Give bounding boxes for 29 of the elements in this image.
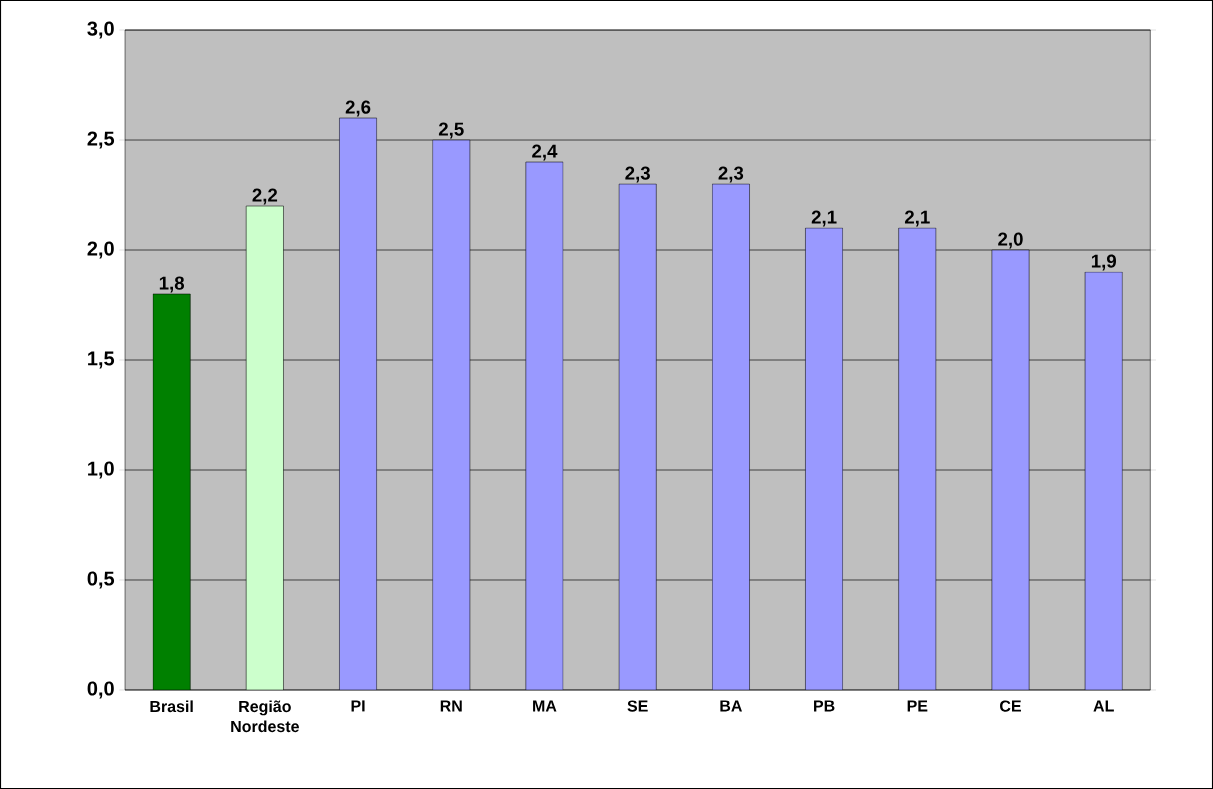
x-tick-label: RN [440, 700, 462, 712]
x-tick-label: SE [627, 700, 648, 712]
x-tick-label: BA [720, 700, 742, 712]
data-label: 2,2 [252, 188, 278, 205]
y-tick-label: 1,0 [88, 461, 114, 479]
y-tick-label: 0,5 [87, 571, 115, 589]
data-label: 1,8 [159, 276, 185, 293]
y-tick-label: 1,5 [88, 351, 115, 369]
data-label: 2,3 [625, 166, 650, 183]
data-label: 2,5 [438, 122, 464, 139]
data-label: 2,1 [904, 210, 930, 227]
data-label: 2,6 [345, 100, 371, 117]
x-tick-label: MA [533, 700, 557, 712]
data-label: 2,1 [811, 210, 837, 227]
x-tick-label: PI [351, 700, 365, 712]
x-tick-label: PE [907, 700, 928, 712]
y-tick-label: 2,5 [87, 131, 115, 149]
x-tick-label: Região Nordeste [231, 700, 299, 733]
data-label: 1,9 [1091, 254, 1116, 271]
y-tick-label: 2,0 [87, 241, 114, 259]
y-tick-label: 3,0 [87, 21, 114, 39]
x-tick-label: AL [1093, 700, 1114, 712]
data-label: 2,3 [718, 166, 744, 183]
x-tick-label: CE [1000, 700, 1021, 712]
x-tick-label: PB [814, 700, 835, 712]
y-tick-label: 0,0 [87, 681, 114, 699]
data-label: 2,4 [532, 144, 558, 161]
data-label: 2,0 [998, 232, 1023, 249]
x-tick-label: Brasil [150, 700, 193, 713]
